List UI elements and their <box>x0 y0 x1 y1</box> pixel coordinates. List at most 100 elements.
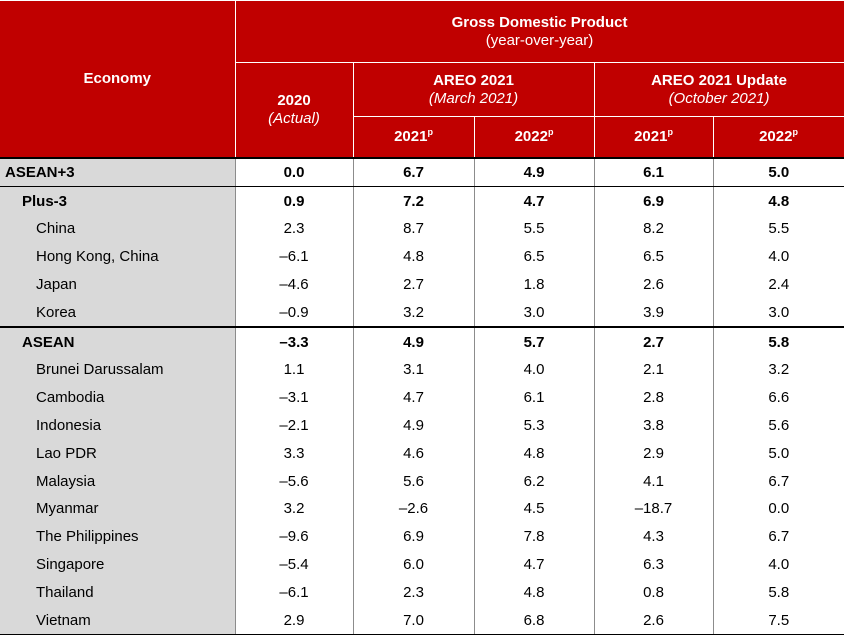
gdp-value-cell: 6.9 <box>352 522 474 551</box>
gdp-value-cell: 3.2 <box>712 356 844 384</box>
gdp-value-cell: 2.9 <box>593 439 713 468</box>
table-row: Cambodia –3.1 4.7 6.1 2.8 6.6 <box>0 383 844 412</box>
year-header: 2021p <box>352 116 475 158</box>
economy-name: Korea <box>0 298 235 328</box>
gdp-value-cell: 5.3 <box>473 411 594 440</box>
gdp-value-cell: 6.7 <box>712 467 844 496</box>
gdp-value-cell: 3.3 <box>234 439 353 468</box>
table-row: Brunei Darussalam 1.1 3.1 4.0 2.1 3.2 <box>0 356 844 384</box>
gdp-value-cell: 6.7 <box>712 522 844 551</box>
gdp-value-cell: –9.6 <box>234 522 353 551</box>
economy-name: Brunei Darussalam <box>0 356 235 384</box>
table-row: Japan –4.6 2.7 1.8 2.6 2.4 <box>0 270 844 299</box>
table-body: ASEAN+3 0.0 6.7 4.9 6.1 5.0 Plus-3 0.9 7.2 4.7 6.9… <box>0 156 844 635</box>
gdp-value-cell: 4.3 <box>593 522 713 551</box>
gdp-value-cell: 2.1 <box>593 356 713 384</box>
gdp-value-cell: 2.4 <box>712 270 844 299</box>
economy-name: Singapore <box>0 550 235 579</box>
update-title: AREO 2021 Update <box>651 71 787 89</box>
gdp-value-cell: 4.7 <box>352 383 474 412</box>
year-header: 2022p <box>473 116 595 158</box>
gdp-value-cell: –0.9 <box>234 298 353 328</box>
table-header: Economy Gross Domestic Product (year-ove… <box>0 0 844 158</box>
gdp-value-cell: 5.8 <box>712 578 844 607</box>
gdp-value-cell: 0.9 <box>234 186 353 216</box>
economy-name: The Philippines <box>0 522 235 551</box>
gdp-value-cell: 4.9 <box>352 411 474 440</box>
gdp-value-cell: 2.8 <box>593 383 713 412</box>
table-row: Myanmar 3.2 –2.6 4.5 –18.7 0.0 <box>0 495 844 523</box>
gdp-value-cell: 7.2 <box>352 186 474 216</box>
gdp-value-cell: 4.9 <box>352 326 474 357</box>
economy-name: Cambodia <box>0 383 235 412</box>
gdp-value-cell: 1.8 <box>473 270 594 299</box>
economy-name: Thailand <box>0 578 235 607</box>
economy-name: Indonesia <box>0 411 235 440</box>
gdp-value-cell: 5.0 <box>712 439 844 468</box>
year-header: 2021p <box>593 116 714 158</box>
gdp-value-cell: 4.8 <box>473 439 594 468</box>
gdp-value-cell: 4.1 <box>593 467 713 496</box>
gdp-value-cell: –3.1 <box>234 383 353 412</box>
gdp-value-cell: 4.9 <box>473 156 594 188</box>
gdp-value-cell: 0.0 <box>234 156 353 188</box>
gdp-value-cell: 3.2 <box>352 298 474 328</box>
gdp-value-cell: 5.8 <box>712 326 844 357</box>
gdp-value-cell: 4.7 <box>473 186 594 216</box>
table-row: ASEAN –3.3 4.9 5.7 2.7 5.8 <box>0 326 844 357</box>
gdp-value-cell: 4.6 <box>352 439 474 468</box>
economy-name: China <box>0 215 235 243</box>
gdp-value-cell: 8.2 <box>593 215 713 243</box>
gdp-value-cell: 4.5 <box>473 495 594 523</box>
gdp-value-cell: 6.5 <box>473 242 594 271</box>
economy-name: ASEAN <box>0 326 235 357</box>
gdp-value-cell: 5.5 <box>712 215 844 243</box>
gdp-subtitle: (year-over-year) <box>485 31 594 49</box>
gdp-value-cell: 1.1 <box>234 356 353 384</box>
gdp-value-cell: –2.1 <box>234 411 353 440</box>
actual-2020-header: 2020 (Actual) <box>234 62 354 158</box>
gdp-value-cell: 5.7 <box>473 326 594 357</box>
economy-column-header: Economy <box>0 0 236 158</box>
gdp-value-cell: 6.0 <box>352 550 474 579</box>
gdp-value-cell: –4.6 <box>234 270 353 299</box>
gdp-value-cell: 0.8 <box>593 578 713 607</box>
gdp-value-cell: –18.7 <box>593 495 713 523</box>
gdp-value-cell: 6.2 <box>473 467 594 496</box>
gdp-value-cell: 2.9 <box>234 606 353 635</box>
gdp-value-cell: 2.7 <box>593 326 713 357</box>
gdp-value-cell: 2.7 <box>352 270 474 299</box>
areo-date: (March 2021) <box>428 89 519 107</box>
gdp-value-cell: 6.1 <box>593 156 713 188</box>
gdp-value-cell: 6.9 <box>593 186 713 216</box>
areo-title: AREO 2021 <box>433 71 514 89</box>
actual-year: 2020 <box>277 91 311 109</box>
gdp-value-cell: 4.0 <box>473 356 594 384</box>
update-date: (October 2021) <box>668 89 770 107</box>
gdp-group-header: Gross Domestic Product (year-over-year) <box>234 0 844 63</box>
gdp-value-cell: 6.5 <box>593 242 713 271</box>
gdp-title: Gross Domestic Product <box>451 13 628 31</box>
gdp-value-cell: 7.0 <box>352 606 474 635</box>
areo-2021-header: AREO 2021 (March 2021) <box>352 62 595 117</box>
gdp-value-cell: 3.0 <box>712 298 844 328</box>
gdp-value-cell: –2.6 <box>352 495 474 523</box>
gdp-value-cell: 5.6 <box>352 467 474 496</box>
gdp-value-cell: 6.8 <box>473 606 594 635</box>
gdp-value-cell: 2.3 <box>234 215 353 243</box>
table-row: Malaysia –5.6 5.6 6.2 4.1 6.7 <box>0 467 844 496</box>
gdp-value-cell: 7.8 <box>473 522 594 551</box>
gdp-value-cell: 8.7 <box>352 215 474 243</box>
table-row: Vietnam 2.9 7.0 6.8 2.6 7.5 <box>0 606 844 635</box>
gdp-value-cell: 4.7 <box>473 550 594 579</box>
gdp-value-cell: –5.4 <box>234 550 353 579</box>
economy-name: ASEAN+3 <box>0 156 235 188</box>
gdp-value-cell: –6.1 <box>234 242 353 271</box>
gdp-value-cell: 3.0 <box>473 298 594 328</box>
gdp-value-cell: 4.0 <box>712 242 844 271</box>
year-header: 2022p <box>712 116 844 158</box>
table-row: China 2.3 8.7 5.5 8.2 5.5 <box>0 215 844 243</box>
economy-name: Hong Kong, China <box>0 242 235 271</box>
table-row: Hong Kong, China –6.1 4.8 6.5 6.5 4.0 <box>0 242 844 271</box>
